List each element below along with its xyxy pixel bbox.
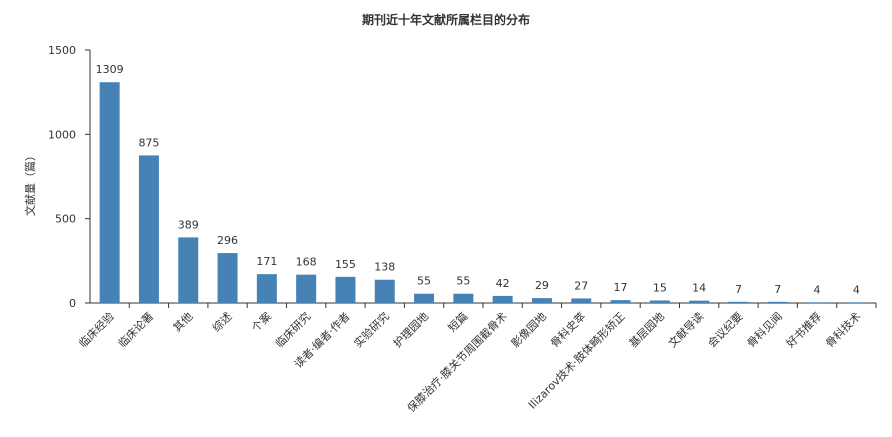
bar	[767, 301, 788, 303]
data-label: 7	[735, 283, 742, 296]
data-label: 55	[417, 275, 431, 288]
bar	[453, 293, 474, 303]
category-label: 个案	[249, 309, 274, 334]
bar	[296, 274, 317, 303]
category-label: 临床论著	[115, 309, 156, 350]
data-label: 17	[614, 281, 628, 294]
category-label: 短篇	[445, 309, 470, 334]
bar	[335, 276, 356, 303]
bar	[138, 155, 159, 303]
data-label: 29	[535, 279, 549, 292]
category-label: 影像园地	[509, 310, 549, 350]
data-labels: 1309 875 389 296 171 168 155 138 55 55 42 29 27 17 15 1…	[96, 63, 860, 296]
data-label: 389	[178, 218, 199, 231]
category-label: 临床研究	[272, 309, 313, 350]
data-label: 168	[296, 256, 317, 269]
bar	[571, 298, 592, 303]
y-tick-label: 1500	[48, 44, 76, 57]
chart-title: 期刊近十年文献所属栏目的分布	[362, 12, 530, 27]
bar	[374, 279, 395, 303]
bar	[178, 237, 199, 303]
data-label: 875	[138, 136, 159, 149]
category-label: 文献导读	[665, 309, 706, 350]
bars	[99, 82, 867, 303]
category-label: 基层园地	[627, 310, 667, 350]
y-ticks: 0 500 1000 1500	[48, 44, 90, 310]
data-label: 155	[335, 258, 356, 271]
bar	[99, 82, 120, 303]
data-label: 14	[692, 282, 706, 295]
category-label: 会议纪要	[705, 310, 745, 350]
y-tick-label: 0	[69, 297, 76, 310]
category-label: 好书推荐	[783, 309, 824, 350]
bar	[649, 300, 670, 303]
data-label: 7	[774, 283, 781, 296]
data-label: 1309	[96, 63, 124, 76]
category-label: 综述	[209, 309, 234, 334]
bar	[256, 274, 277, 303]
data-label: 4	[853, 283, 860, 296]
data-label: 55	[456, 275, 470, 288]
category-label: 其他	[171, 310, 196, 335]
bar	[492, 295, 513, 303]
bar	[728, 301, 749, 303]
y-axis-label: 文献量（篇）	[23, 150, 37, 216]
data-label: 171	[256, 255, 277, 268]
y-tick-label: 1000	[48, 128, 76, 141]
category-label: 骨科技术	[822, 309, 863, 350]
data-label: 15	[653, 281, 667, 294]
category-label: 骨科史萃	[547, 309, 588, 350]
category-label: 护理园地	[390, 309, 431, 350]
category-label: 临床经验	[76, 309, 117, 350]
bar	[217, 253, 238, 303]
category-label: 实验研究	[351, 309, 392, 350]
data-label: 42	[496, 277, 510, 290]
data-label: 138	[374, 261, 395, 274]
category-label: 骨科见闻	[744, 309, 785, 350]
bar	[531, 298, 552, 303]
bar	[689, 300, 710, 303]
bar	[610, 300, 631, 303]
bar	[846, 302, 867, 303]
data-label: 296	[217, 234, 238, 247]
y-tick-label: 500	[55, 213, 76, 226]
bar	[807, 302, 828, 303]
data-label: 27	[574, 279, 588, 292]
data-label: 4	[814, 283, 821, 296]
bar	[414, 293, 435, 303]
